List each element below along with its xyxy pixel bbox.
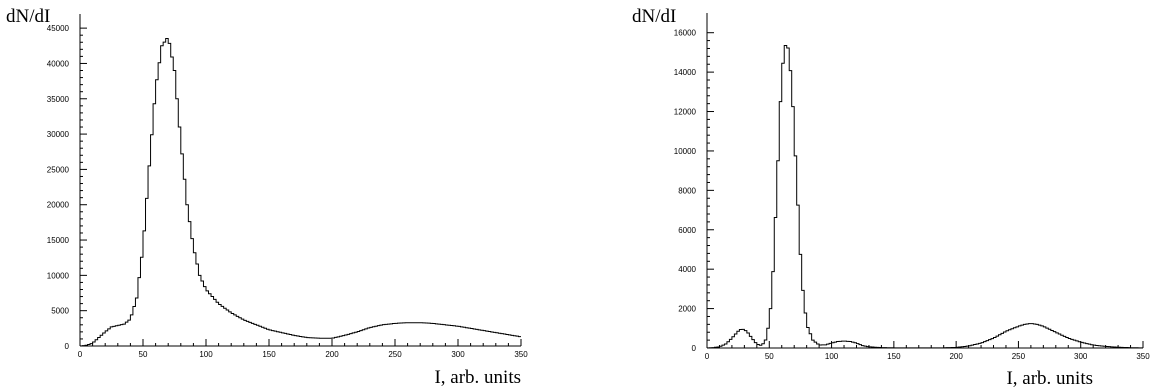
y-tick-label: 5000: [51, 307, 69, 316]
x-tick-label: 250: [1012, 352, 1026, 361]
x-tick-label: 250: [388, 350, 402, 359]
y-tick-label: 45000: [47, 24, 70, 33]
y-tick-label: 0: [65, 342, 70, 351]
y-tick-label: 8000: [678, 186, 696, 195]
y-tick-label: 35000: [47, 95, 70, 104]
y-tick-label: 12000: [674, 108, 697, 117]
y-tick-label: 4000: [678, 265, 696, 274]
histogram-panel-left: dN/dI I, arb. units 0 50 100 150 200 250 300 35…: [6, 6, 528, 388]
x-tick-label: 100: [199, 350, 213, 359]
x-tick-label: 150: [262, 350, 276, 359]
y-axis-title: dN/dI: [6, 6, 50, 27]
x-axis-title: I, arb. units: [434, 367, 521, 388]
y-tick-label: 20000: [47, 201, 70, 210]
y-tick-label: 2000: [678, 305, 696, 314]
x-axis-title: I, arb. units: [1006, 368, 1093, 389]
y-tick-label: 10000: [674, 147, 697, 156]
y-tick-label: 25000: [47, 165, 70, 174]
x-tick-label: 350: [1136, 352, 1150, 361]
x-tick-label: 0: [705, 352, 710, 361]
y-tick-label: 0: [692, 344, 697, 353]
x-tick-label: 200: [949, 352, 963, 361]
y-tick-label: 16000: [674, 29, 697, 38]
x-tick-label: 300: [451, 350, 465, 359]
y-tick-label: 14000: [674, 68, 697, 77]
y-tick-label: 40000: [47, 59, 70, 68]
x-tick-label: 350: [514, 350, 528, 359]
histogram-panel-right: dN/dI I, arb. units 0 50 100 150 200 250 300 35…: [632, 6, 1150, 389]
x-tick-label: 100: [825, 352, 839, 361]
y-tick-label: 15000: [47, 236, 70, 245]
y-tick-label: 30000: [47, 130, 70, 139]
x-tick-label: 200: [325, 350, 339, 359]
histogram-series: [706, 45, 1143, 349]
y-tick-label: 10000: [47, 271, 70, 280]
x-tick-label: 50: [139, 350, 148, 359]
x-tick-label: 300: [1074, 352, 1088, 361]
y-axis-title: dN/dI: [632, 6, 676, 27]
x-tick-label: 150: [887, 352, 901, 361]
y-tick-label: 6000: [678, 226, 696, 235]
x-tick-label: 0: [78, 350, 83, 359]
histogram-series: [79, 37, 521, 347]
x-tick-label: 50: [765, 352, 774, 361]
